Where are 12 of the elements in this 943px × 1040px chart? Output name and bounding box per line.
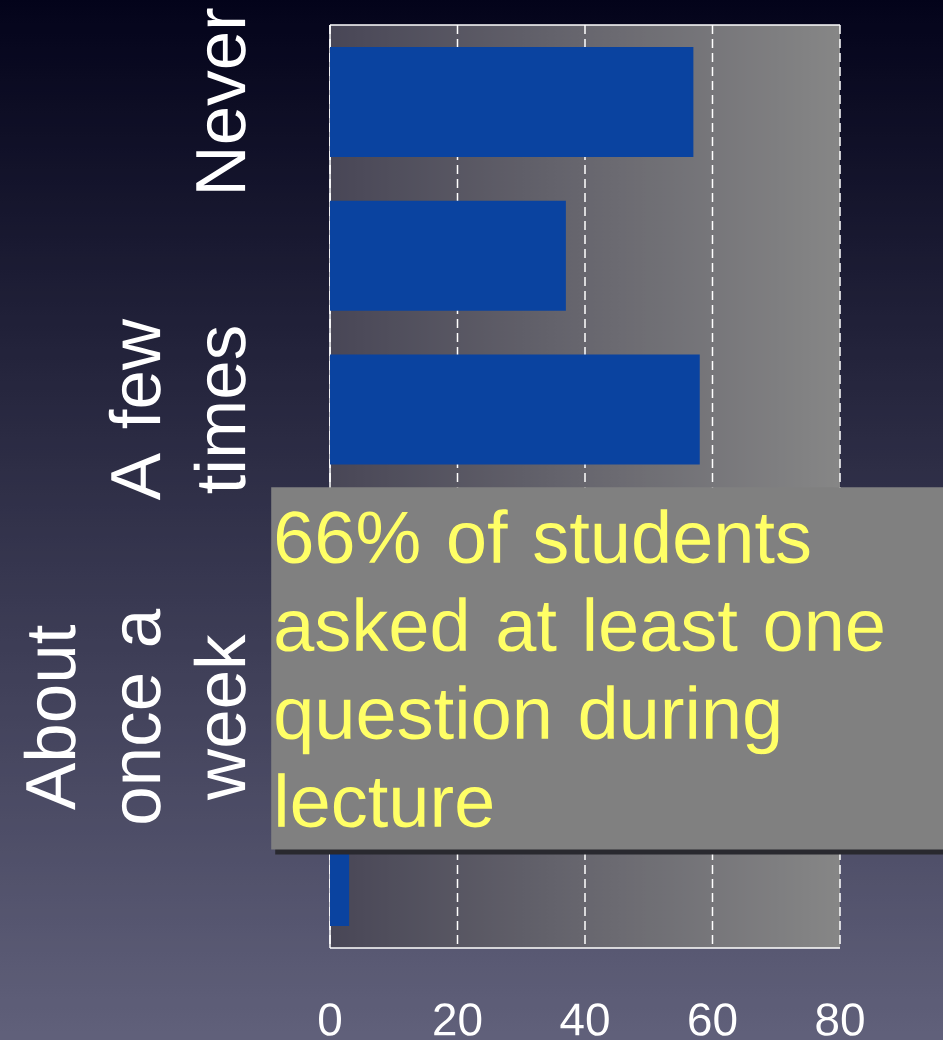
x-tick-label: 80 (816, 1003, 864, 1036)
y-tick-label: A few times (108, 318, 246, 501)
x-tick-label: 0 (319, 1003, 341, 1036)
y-tick-label: About once a week (23, 608, 246, 823)
y-tick-label: Never (196, 8, 246, 191)
x-tick-label: 40 (560, 1003, 609, 1036)
annotation: 66% of students asked at least one question during lecture (276, 509, 883, 828)
bar (330, 354, 700, 465)
x-tick-label: 60 (689, 1003, 737, 1036)
bar (330, 200, 566, 311)
bar (330, 46, 694, 157)
x-tick-label: 20 (434, 1003, 482, 1036)
